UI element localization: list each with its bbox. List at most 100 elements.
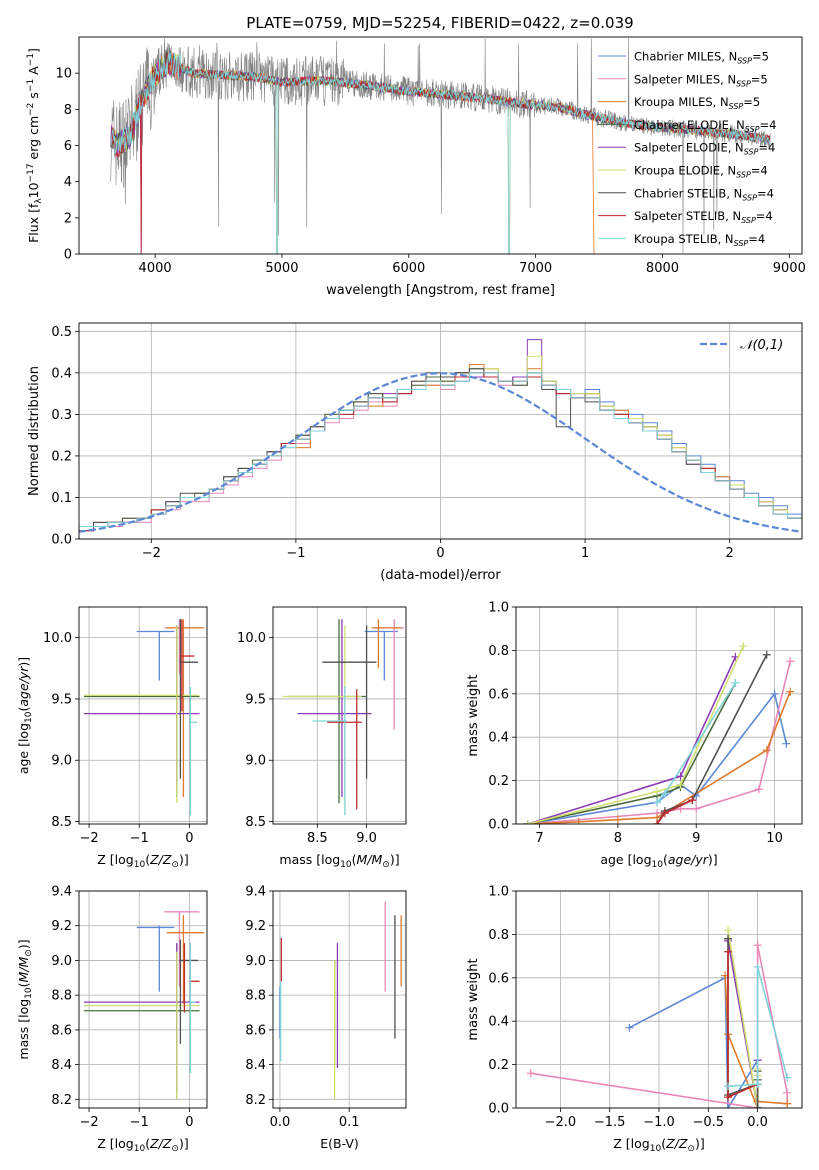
weight-vs-Z-xtick-label: −0.5 — [693, 1115, 725, 1130]
age-vs-Z-ylabel: age [log10(age/yr)] — [16, 657, 34, 774]
weight-vs-Z-point-marker — [783, 1073, 792, 1082]
spectrum-legend-label: Salpeter ELODIE, NSSP=4 — [634, 141, 775, 157]
weight-vs-Z-point-marker — [753, 941, 762, 950]
mass-vs-ebv-xtick-label: 0.1 — [339, 1115, 360, 1130]
weight-vs-age-point-marker — [731, 678, 740, 687]
weight-vs-Z-ytick-label: 0.4 — [488, 1015, 509, 1030]
mass-vs-Z-xtick-label: −1 — [130, 1115, 149, 1130]
weight-vs-Z-ytick-label: 0.0 — [488, 1102, 509, 1117]
weight-vs-age-series-line — [527, 661, 791, 824]
age-vs-mass-xtick-label: 9.0 — [356, 831, 377, 846]
weight-vs-Z-ytick-label: 1.0 — [488, 885, 509, 900]
weight-vs-Z-point-marker — [724, 1093, 733, 1102]
age-vs-mass-ytick-label: 10.0 — [237, 631, 266, 646]
age-vs-mass-axes — [269, 607, 406, 828]
mass-vs-Z-xtick-label: 0 — [185, 1115, 193, 1130]
age-vs-Z-ytick-label: 9.0 — [51, 754, 72, 769]
weight-vs-age-ytick-label: 0.4 — [488, 731, 509, 746]
mass-vs-ebv-xlabel: E(B-V) — [320, 1136, 359, 1151]
mass-vs-Z-ytick-label: 8.6 — [51, 1023, 72, 1038]
mass-vs-Z-ytick-label: 9.0 — [51, 954, 72, 969]
mass-vs-ebv-frame — [272, 890, 407, 1109]
residual-hist-ytick-label: 0.1 — [51, 491, 72, 506]
weight-vs-Z-xlabel: Z [log10(Z/Z⊙)] — [613, 1136, 704, 1154]
weight-vs-Z-point-marker — [724, 1082, 733, 1091]
age-vs-mass-ytick-label: 9.5 — [245, 692, 266, 707]
mass-vs-ebv-ytick-label: 9.2 — [245, 919, 266, 934]
spectrum-xtick-label: 4000 — [139, 261, 172, 276]
age-vs-Z-xtick-label: 0 — [185, 831, 193, 846]
weight-vs-age-point-marker — [786, 657, 795, 666]
hist-ylabel: Normed distribution — [27, 366, 42, 496]
weight-vs-Z-xtick-label: −1.5 — [594, 1115, 626, 1130]
mass-vs-Z-xlabel: Z [log10(Z/Z⊙)] — [97, 1136, 188, 1154]
mass-vs-Z-ytick-label: 8.8 — [51, 989, 72, 1004]
residual-hist-ytick-label: 0.4 — [51, 366, 72, 381]
spectrum-legend-label: Kroupa STELIB, NSSP=4 — [634, 232, 765, 248]
weight-vs-age-point-marker — [786, 687, 795, 696]
mass-vs-ebv-ytick-label: 8.8 — [245, 989, 266, 1004]
weight-vs-age-point-marker — [523, 820, 532, 824]
weight-vs-Z-ytick-label: 0.8 — [488, 928, 509, 943]
weight-vs-age-xlabel: age [log10(age/yr)] — [600, 852, 717, 870]
weight-vs-age-point-marker — [653, 787, 662, 796]
weight-vs-age-point-marker — [676, 780, 685, 789]
weight-vs-age-series-line — [527, 691, 788, 824]
weight-vs-age-point-marker — [613, 815, 622, 824]
age-vs-Z-ytick-label: 9.5 — [51, 692, 72, 707]
age-vs-Z-frame — [78, 606, 208, 825]
mass-vs-Z-xtick-label: −2 — [79, 1115, 98, 1130]
age-vs-mass-ytick-label: 8.5 — [245, 815, 266, 830]
spectrum-legend-label: Kroupa ELODIE, NSSP=4 — [634, 164, 768, 180]
age-vs-Z-xtick-label: −2 — [79, 831, 98, 846]
spectrum-model-line — [110, 52, 771, 254]
weight-vs-Z-series-line — [727, 929, 759, 1108]
spectrum-ytick-label: 6 — [64, 139, 72, 154]
mass-vs-ebv-ytick-label: 8.2 — [245, 1093, 266, 1108]
weight-vs-age-series-line — [527, 645, 744, 824]
weight-vs-Z-point-marker — [724, 947, 733, 956]
weight-vs-Z-ylabel: mass weight — [466, 958, 481, 1040]
weight-vs-age-frame — [515, 606, 803, 825]
residual-hist-ytick-label: 0.2 — [51, 449, 72, 464]
weight-vs-Z-point-marker — [753, 962, 762, 971]
weight-vs-age-series-line — [527, 691, 791, 824]
residual-hist-xtick-label: 2 — [726, 546, 734, 561]
weight-vs-age-point-marker — [653, 798, 662, 807]
age-vs-mass-xtick-label: 8.5 — [307, 831, 328, 846]
spectrum-legend-label: Chabrier STELIB, NSSP=4 — [634, 186, 774, 202]
weight-vs-age-point-marker — [739, 642, 748, 651]
weight-vs-age-xtick-label: 10 — [766, 831, 783, 846]
residual-hist-axes — [75, 323, 802, 543]
residual-hist-xtick-label: 1 — [581, 546, 589, 561]
spectrum-xtick-label: 7000 — [519, 261, 552, 276]
weight-vs-Z-ytick-label: 0.2 — [488, 1058, 509, 1073]
mass-vs-Z-ytick-label: 8.2 — [51, 1093, 72, 1108]
residual-hist-ytick-label: 0.3 — [51, 408, 72, 423]
weight-vs-age-point-marker — [676, 772, 685, 781]
weight-vs-Z-xtick-label: −2.0 — [545, 1115, 577, 1130]
weight-vs-age-point-marker — [660, 789, 669, 798]
weight-vs-Z-xtick-label: 0.0 — [747, 1115, 768, 1130]
age-vs-Z-axes — [75, 607, 207, 828]
mass-vs-ebv-ytick-label: 8.4 — [245, 1058, 266, 1073]
weight-vs-age-ytick-label: 0.6 — [488, 687, 509, 702]
weight-vs-Z-series-line — [727, 966, 788, 1088]
mass-vs-Z-ytick-label: 9.2 — [51, 919, 72, 934]
weight-vs-Z-frame — [515, 890, 803, 1109]
spectrum-legend-label: Chabrier MILES, NSSP=5 — [634, 50, 769, 66]
residual-hist-xtick-label: −1 — [286, 546, 305, 561]
spectrum-frame — [78, 36, 803, 255]
weight-vs-Z-xtick-label: −1.0 — [643, 1115, 675, 1130]
age-vs-mass-frame — [272, 606, 407, 825]
age-vs-mass-xlabel: mass [log10(M/M⊙)] — [279, 852, 399, 870]
weight-vs-age-ylabel: mass weight — [466, 674, 481, 756]
figure-title: PLATE=0759, MJD=52254, FIBERID=0422, z=0… — [246, 14, 633, 32]
age-vs-Z-ytick-label: 8.5 — [51, 815, 72, 830]
spectrum-xtick-label: 9000 — [773, 261, 806, 276]
residual-hist-ytick-label: 0.5 — [51, 325, 72, 340]
weight-vs-Z-point-marker — [753, 1080, 762, 1089]
weight-vs-age-ytick-label: 0.8 — [488, 644, 509, 659]
spectrum-ytick-label: 4 — [64, 175, 72, 190]
